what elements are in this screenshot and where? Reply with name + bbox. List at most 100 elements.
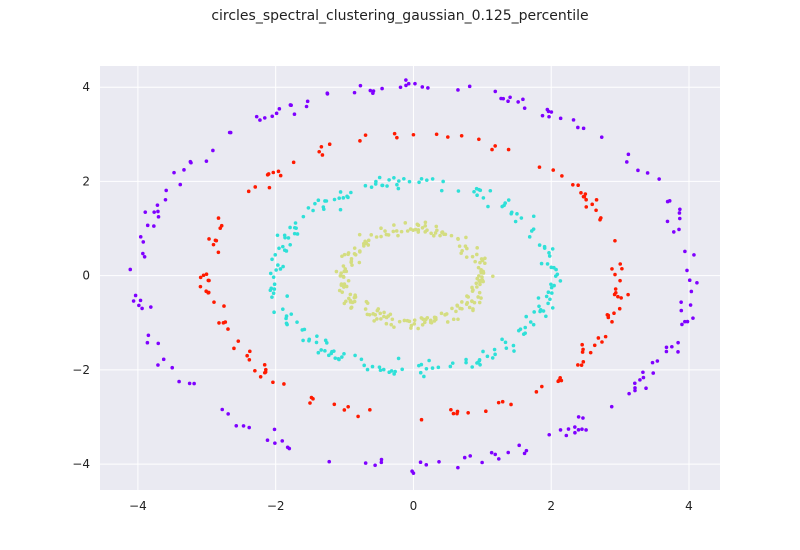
data-point <box>362 244 366 248</box>
x-tick-label: −2 <box>267 499 285 513</box>
data-point <box>576 363 580 367</box>
data-point <box>398 85 403 90</box>
data-point <box>665 199 670 204</box>
data-point <box>516 328 521 333</box>
data-point <box>396 186 401 191</box>
data-point <box>476 295 480 299</box>
data-point <box>392 372 396 376</box>
data-point <box>216 250 221 255</box>
data-point <box>404 83 408 88</box>
data-point <box>392 131 397 136</box>
data-point <box>278 173 283 178</box>
data-point <box>262 363 267 367</box>
data-point <box>156 209 160 214</box>
data-point <box>286 236 291 240</box>
data-point <box>270 295 274 299</box>
data-point <box>220 407 225 412</box>
data-point <box>527 235 532 239</box>
data-point <box>316 350 321 355</box>
data-point <box>365 301 370 305</box>
data-point <box>429 231 433 236</box>
data-point <box>339 271 343 276</box>
data-point <box>284 316 288 321</box>
data-point <box>641 370 645 375</box>
data-point <box>434 132 439 137</box>
data-point <box>549 265 554 270</box>
data-point <box>419 176 424 181</box>
data-point <box>211 148 215 153</box>
data-point <box>467 84 472 89</box>
data-point <box>155 203 160 207</box>
data-point <box>504 346 509 350</box>
data-point <box>214 238 219 243</box>
data-point <box>558 375 562 380</box>
data-point <box>500 204 504 209</box>
data-point <box>282 233 287 238</box>
data-point <box>419 316 424 320</box>
data-point <box>253 368 257 373</box>
data-point <box>464 360 468 365</box>
data-point <box>170 365 175 370</box>
data-point <box>370 364 375 369</box>
data-point <box>267 185 272 190</box>
data-point <box>506 99 510 104</box>
data-point <box>323 199 327 203</box>
data-point <box>359 357 364 362</box>
x-tick-label: 2 <box>547 499 555 513</box>
y-tick-label: −2 <box>72 363 90 377</box>
data-point <box>481 279 485 284</box>
data-point <box>610 267 614 271</box>
data-point <box>517 443 521 448</box>
data-point <box>580 342 584 347</box>
data-point <box>363 307 368 311</box>
data-point <box>396 356 401 361</box>
data-point <box>665 219 670 224</box>
data-point <box>137 303 141 308</box>
data-point <box>613 287 618 291</box>
data-point <box>274 111 279 116</box>
data-point <box>537 304 541 309</box>
data-point <box>363 239 367 244</box>
data-point <box>596 336 601 340</box>
data-point <box>464 235 468 240</box>
data-point <box>411 132 416 137</box>
data-point <box>388 312 393 317</box>
data-point <box>387 178 391 182</box>
data-point <box>316 198 321 202</box>
data-point <box>449 233 454 238</box>
data-point <box>438 233 442 238</box>
data-point <box>579 191 583 195</box>
data-point <box>281 264 285 269</box>
data-point <box>466 410 470 415</box>
data-point <box>373 463 377 468</box>
data-point <box>612 311 616 316</box>
data-point <box>262 116 267 120</box>
data-point <box>479 296 483 300</box>
data-point <box>378 311 383 316</box>
data-point <box>352 246 357 250</box>
data-point <box>606 315 611 320</box>
data-point <box>664 349 669 354</box>
data-point <box>423 224 428 228</box>
data-point <box>420 225 425 230</box>
data-point <box>462 455 467 460</box>
data-point <box>143 210 148 214</box>
data-point <box>403 221 408 225</box>
data-point <box>333 356 338 360</box>
data-point <box>441 179 445 184</box>
data-point <box>342 282 347 286</box>
data-point <box>496 457 501 461</box>
data-point <box>579 363 584 367</box>
data-point <box>305 99 310 104</box>
data-point <box>273 441 277 445</box>
data-point <box>541 309 546 313</box>
data-point <box>454 309 458 314</box>
data-point <box>211 242 216 247</box>
data-point <box>399 229 404 234</box>
data-point <box>254 114 259 119</box>
data-point <box>493 144 497 148</box>
data-point <box>559 378 564 383</box>
data-point <box>226 327 230 331</box>
x-tick-label: 4 <box>685 499 693 513</box>
data-point <box>440 230 445 234</box>
